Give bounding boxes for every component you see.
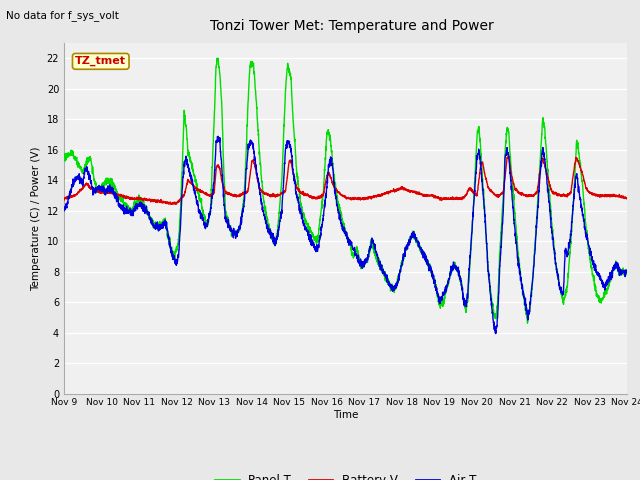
Text: TZ_tmet: TZ_tmet (76, 56, 126, 67)
X-axis label: Time: Time (333, 410, 358, 420)
Text: No data for f_sys_volt: No data for f_sys_volt (6, 10, 119, 21)
Legend: Panel T, Battery V, Air T: Panel T, Battery V, Air T (211, 469, 481, 480)
Y-axis label: Temperature (C) / Power (V): Temperature (C) / Power (V) (31, 146, 41, 291)
Text: Tonzi Tower Met: Temperature and Power: Tonzi Tower Met: Temperature and Power (210, 19, 494, 33)
